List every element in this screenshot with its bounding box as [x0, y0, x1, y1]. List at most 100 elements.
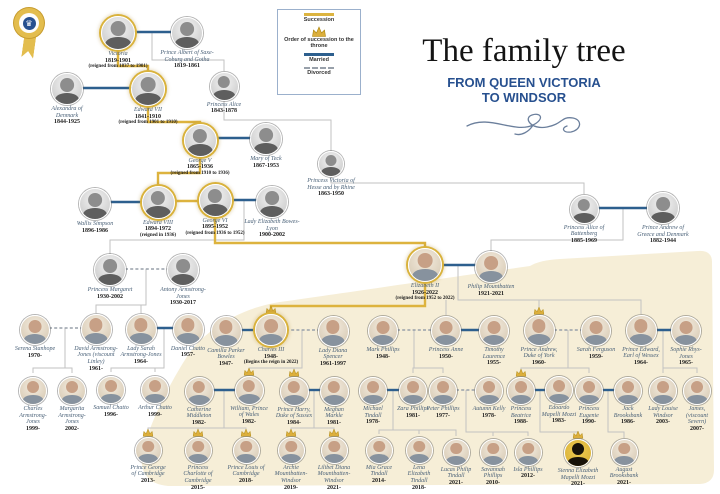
- person-name: Elizabeth II: [410, 283, 440, 289]
- silhouette-head: [326, 320, 340, 334]
- person-label: Princess Alice 1843-1878: [197, 102, 251, 115]
- silhouette-head: [89, 318, 103, 332]
- person-name: Timothy Laurence: [482, 347, 506, 360]
- person-label: Archie Mountbatten-Windsor 2019-: [271, 465, 311, 492]
- portrait-photo: [141, 376, 169, 404]
- portrait-photo: [232, 436, 260, 464]
- person-name: David Armstrong-Jones (viscount Linley): [74, 345, 118, 365]
- person-dates: 2021-: [571, 481, 585, 488]
- person-name: Margarita Armstrong-Jones: [58, 406, 86, 426]
- portrait-photo: [545, 376, 573, 404]
- person-name: Charles III: [257, 347, 285, 353]
- link-descent: [32, 328, 66, 373]
- silhouette-body: [324, 453, 344, 463]
- person-dates: 1960-: [532, 359, 546, 366]
- person-label: Margarita Armstrong-Jones 2002-: [53, 406, 91, 433]
- person-label: Lucas Philip Tindall 2021-: [439, 467, 473, 487]
- person-label: Prince Louis of Cambridge 2018-: [226, 465, 266, 485]
- link-succession: [213, 215, 427, 248]
- person-dates: 1867-1953: [253, 162, 279, 169]
- person-dates: 2003-: [656, 419, 670, 426]
- person-label: Lady Louise Windsor 2003-: [646, 406, 680, 426]
- silhouette-body: [652, 394, 674, 404]
- person-dates: 1819-1901: [105, 57, 131, 64]
- person-dates: 1926-2022: [412, 289, 438, 296]
- person-name: Sophie Rhys-Jones: [670, 347, 702, 360]
- portrait-photo: [408, 248, 442, 282]
- silhouette-head: [376, 320, 390, 334]
- silhouette-body: [23, 333, 47, 344]
- person-dates: 1965-: [679, 360, 693, 367]
- person-label: Sarah Ferguson 1959-: [575, 347, 617, 360]
- person-node-sienna: Sienna Elizabeth Mapelli Mozzi 2021-: [556, 430, 600, 488]
- person-dates: 1894-1972: [145, 226, 171, 233]
- silhouette-body: [478, 394, 500, 404]
- person-node-victoria: Victoria 1819-1901 (reigned from 1837 to 1…: [89, 16, 147, 70]
- person-node-george6: George VI 1895-1952 (reigned from 1936 to …: [186, 183, 244, 237]
- person-dates: 1955-: [487, 360, 501, 367]
- person-name: Archie Mountbatten-Windsor: [274, 464, 308, 484]
- person-name: Daniel Chatto: [170, 345, 206, 352]
- silhouette-head: [103, 258, 117, 273]
- portrait-photo: [647, 192, 679, 224]
- silhouette-body: [548, 393, 570, 403]
- link-descent: [95, 269, 147, 313]
- silhouette-head: [373, 440, 385, 453]
- portrait-photo: [614, 377, 642, 405]
- person-node-louise: Lady Louise Windsor 2003-: [646, 377, 680, 426]
- person-dates: 1900-2002: [259, 232, 285, 239]
- person-node-charlotte: Princess Charlotte of Cambridge 2015-: [178, 428, 218, 492]
- person-name: August Brooksbank: [609, 466, 639, 480]
- person-dates: 1844-1925: [54, 119, 80, 126]
- silhouette-head: [553, 380, 565, 393]
- person-label: Mary of Teck 1867-1953: [239, 156, 293, 169]
- silhouette-body: [254, 143, 278, 154]
- silhouette-body: [171, 274, 195, 285]
- silhouette-body: [61, 394, 83, 404]
- person-name: Princess Anne: [428, 347, 464, 353]
- portrait-photo: [209, 71, 239, 101]
- silhouette-body: [409, 453, 429, 463]
- person-dates: 1983-: [552, 418, 566, 425]
- portrait-photo: [250, 123, 282, 155]
- person-dates: 2012-: [521, 473, 535, 480]
- silhouette-body: [446, 455, 466, 465]
- person-label: Edward VIII 1894-1972 (reigned in 1936): [131, 220, 185, 239]
- silhouette-body: [510, 394, 532, 404]
- person-name: Sarah Ferguson: [576, 347, 616, 353]
- silhouette-head: [259, 127, 273, 142]
- silhouette-head: [407, 381, 419, 394]
- legend-label-succession: Succession: [303, 17, 335, 23]
- married-line-swatch: [304, 52, 334, 56]
- portrait-photo: [581, 316, 611, 346]
- crown-icon: [192, 428, 204, 436]
- link-descent: [412, 330, 415, 373]
- person-dates: 1865-1936: [187, 164, 213, 171]
- person-label: Alexandra of Denmark 1844-1925: [40, 106, 94, 126]
- person-label: Serena Stanhope 1970-: [13, 346, 57, 359]
- person-dates: 1930-2017: [170, 300, 196, 307]
- person-name: Edward VII: [134, 107, 162, 113]
- divorced-line-swatch: [304, 67, 334, 70]
- silhouette-body: [281, 453, 301, 463]
- link-succession: [116, 48, 150, 72]
- person-label: Princess Charlotte of Cambridge 2015-: [178, 465, 218, 492]
- person-dates: 1977-: [436, 412, 450, 419]
- silhouette-body: [83, 208, 107, 219]
- crown-icon: [240, 428, 252, 436]
- person-node-camilla: Camilla Parker Bowles 1947-: [205, 315, 247, 368]
- silhouette-head: [192, 381, 206, 394]
- person-node-vic_hesse: Princess Victoria of Hesse and by Rhine 1…: [300, 151, 362, 198]
- person-label: William, Prince of Wales 1982-: [229, 406, 269, 426]
- silhouette-body: [527, 334, 551, 345]
- person-node-charles_aj: Charles Armstrong-Jones 1999-: [14, 377, 52, 433]
- person-dates: 1843-1878: [211, 108, 237, 115]
- silhouette-head: [522, 442, 534, 455]
- silhouette-body: [283, 394, 305, 405]
- subtitle-line-1: FROM QUEEN VICTORIA: [447, 74, 601, 90]
- person-name: Prince Albert of Saxe-Coburg and Gotha: [160, 50, 214, 63]
- silhouette-body: [479, 271, 503, 282]
- person-dates: 1863-1950: [318, 191, 344, 198]
